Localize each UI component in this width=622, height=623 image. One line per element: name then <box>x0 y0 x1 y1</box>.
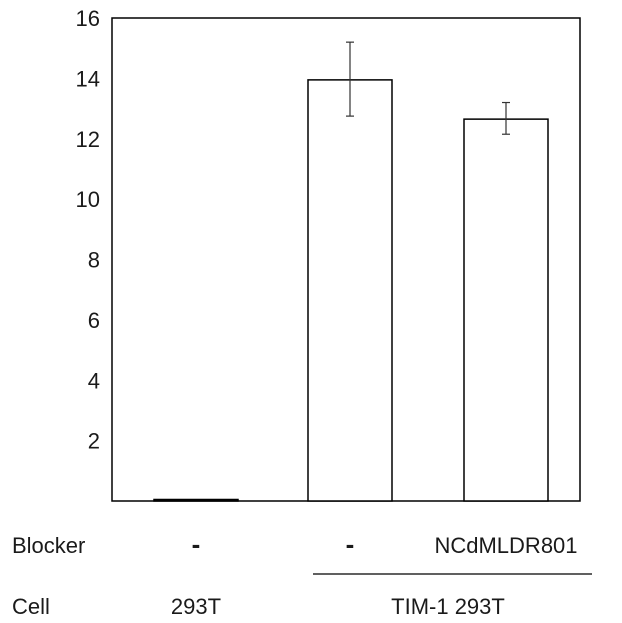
bar-group <box>153 79 549 502</box>
y-tick-label: 8 <box>88 248 100 273</box>
y-tick-label: 10 <box>76 187 100 212</box>
blocker-row-label: Blocker <box>12 533 85 558</box>
y-axis-ticks: 2 4 6 8 10 12 14 16 <box>76 6 100 454</box>
cell-row-label: Cell <box>12 594 50 619</box>
y-tick-label: 16 <box>76 6 100 31</box>
y-tick-label: 14 <box>76 66 100 91</box>
y-tick-label: 4 <box>88 368 100 393</box>
bar <box>463 118 549 502</box>
cell-group-293t: 293T <box>171 594 221 619</box>
cell-group-tim1-293t: TIM-1 293T <box>391 594 505 619</box>
y-tick-label: 6 <box>88 308 100 333</box>
y-tick-label: 2 <box>88 429 100 454</box>
error-bar-group <box>346 41 510 135</box>
bar <box>307 79 393 502</box>
blocker-value-tim1-ncdmldr801: NCdMLDR801 <box>434 533 577 558</box>
y-tick-label: 12 <box>76 127 100 152</box>
bar <box>153 498 239 502</box>
blocker-value-293t: - <box>192 529 201 559</box>
blocker-value-tim1-none: - <box>346 529 355 559</box>
